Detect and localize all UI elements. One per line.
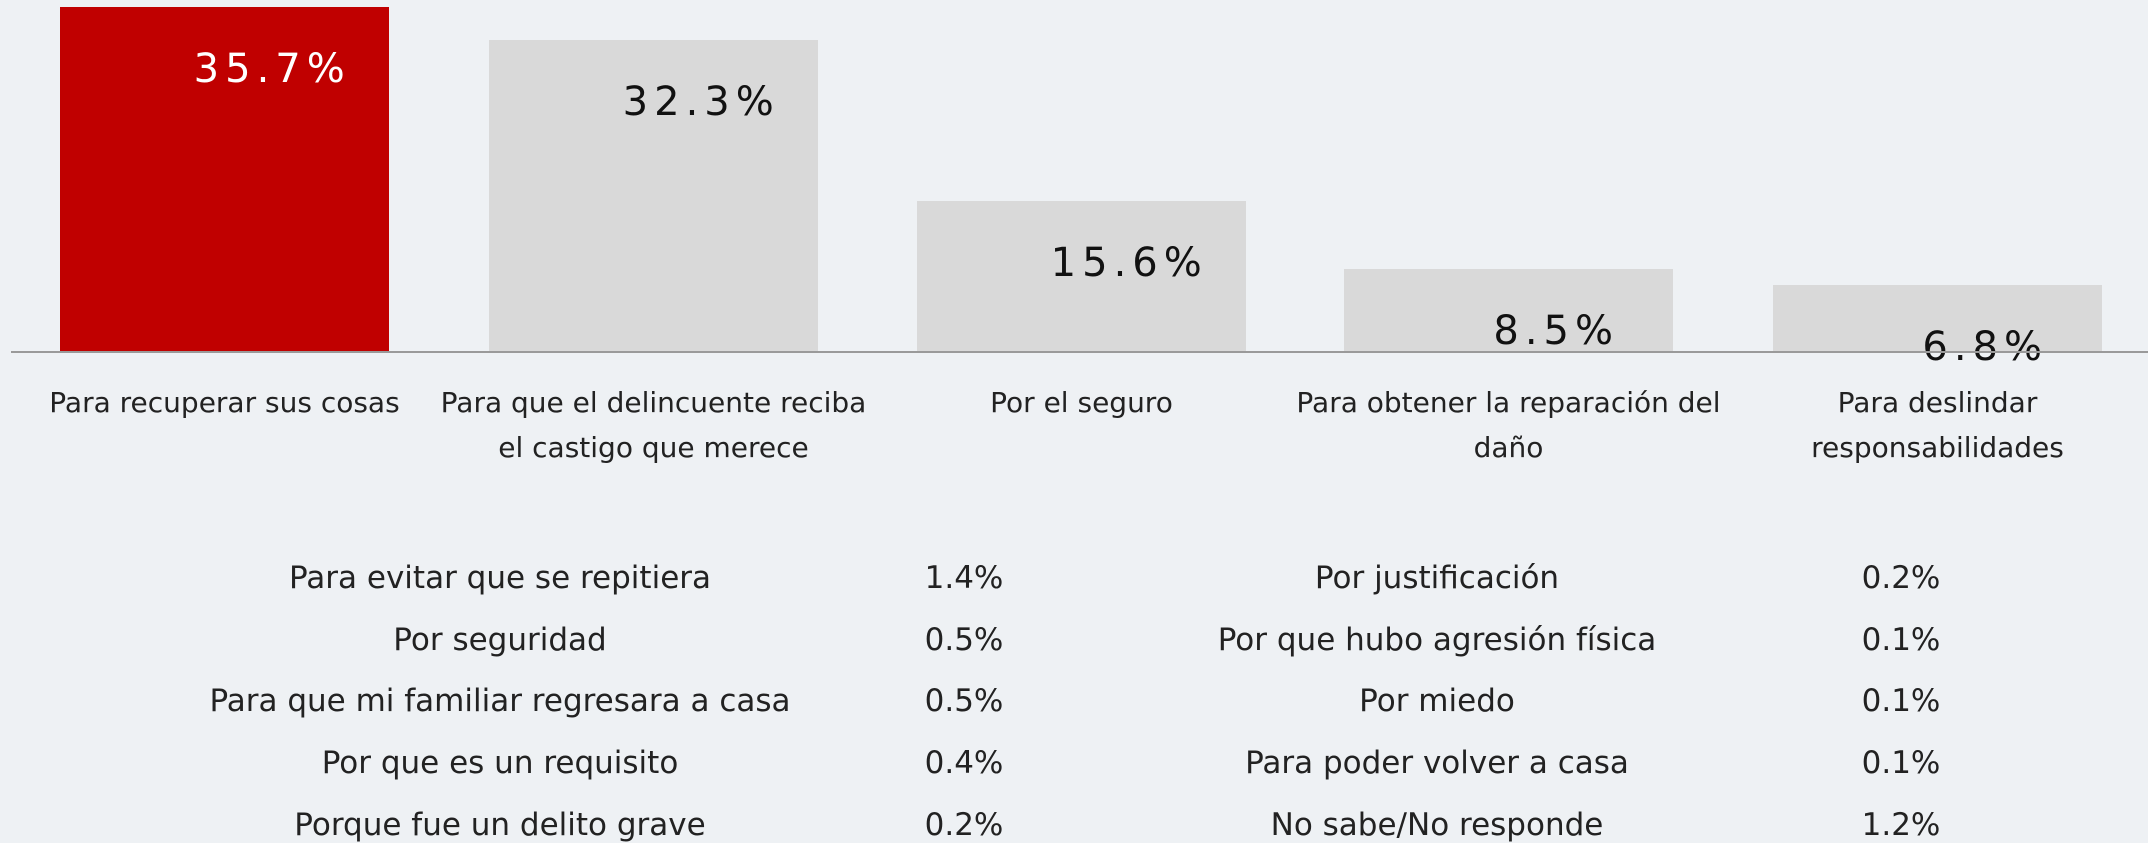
table-value: 0.5% — [925, 683, 1004, 719]
table-label: Por miedo — [1359, 683, 1515, 719]
axis-line — [11, 351, 2148, 353]
table-label: No sabe/No responde — [1271, 807, 1604, 843]
table-label: Para poder volver a casa — [1245, 745, 1629, 781]
table-label: Por seguridad — [393, 622, 606, 658]
category-label: Para que el delincuente reciba el castig… — [434, 380, 874, 470]
value-label: 35.7% — [194, 46, 351, 92]
category-label: Para deslindar responsabilidades — [1718, 380, 2148, 470]
table-label: Para evitar que se repitiera — [289, 560, 711, 596]
table-label: Para que mi familiar regresara a casa — [209, 683, 790, 719]
table-value: 0.2% — [1862, 560, 1941, 596]
table-label: Por justificación — [1315, 560, 1559, 596]
table-value: 1.4% — [925, 560, 1004, 596]
value-label: 8.5% — [1493, 308, 1619, 354]
table-label: Por que es un requisito — [322, 745, 679, 781]
category-label: Para recuperar sus cosas — [5, 380, 445, 425]
table-value: 1.2% — [1862, 807, 1941, 843]
table-value: 0.2% — [925, 807, 1004, 843]
category-label: Por el seguro — [862, 380, 1302, 425]
category-label: Para obtener la reparación del daño — [1289, 380, 1729, 470]
table-value: 0.1% — [1862, 745, 1941, 781]
table-label: Por que hubo agresión física — [1218, 622, 1657, 658]
table-label: Porque fue un delito grave — [294, 807, 705, 843]
value-label: 6.8% — [1922, 324, 2048, 370]
table-value: 0.5% — [925, 622, 1004, 658]
table-value: 0.1% — [1862, 622, 1941, 658]
table-value: 0.1% — [1862, 683, 1941, 719]
table-value: 0.4% — [925, 745, 1004, 781]
value-label: 32.3% — [623, 79, 780, 125]
value-label: 15.6% — [1051, 240, 1208, 286]
